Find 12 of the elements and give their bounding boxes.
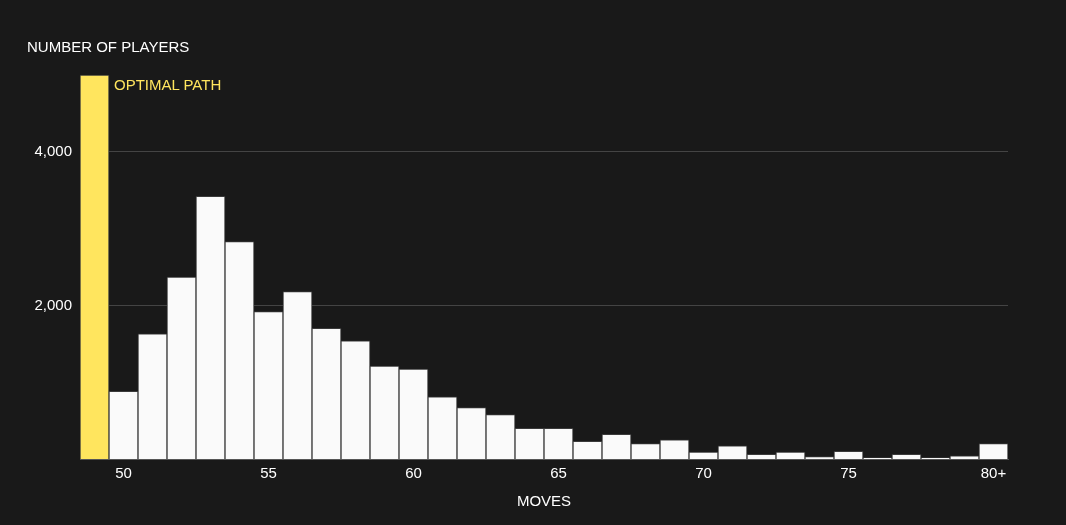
- x-tick-label: 60: [405, 464, 422, 482]
- x-tick-label: 50: [115, 464, 132, 482]
- x-tick-label: 75: [840, 464, 857, 482]
- annotation: OPTIMAL PATH: [114, 76, 222, 94]
- x-tick-label: 70: [695, 464, 712, 482]
- y-axis-title: NUMBER OF PLAYERS: [27, 38, 190, 56]
- x-tick-label: 80+: [980, 464, 1007, 482]
- y-tick-label: 4,000: [34, 141, 72, 159]
- x-tick-label: 55: [260, 464, 277, 482]
- x-tick-label: 65: [550, 464, 567, 482]
- y-tick-label: 2,000: [34, 295, 72, 313]
- x-axis-title: MOVES: [516, 492, 572, 510]
